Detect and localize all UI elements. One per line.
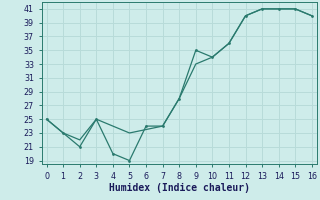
X-axis label: Humidex (Indice chaleur): Humidex (Indice chaleur) bbox=[109, 183, 250, 193]
